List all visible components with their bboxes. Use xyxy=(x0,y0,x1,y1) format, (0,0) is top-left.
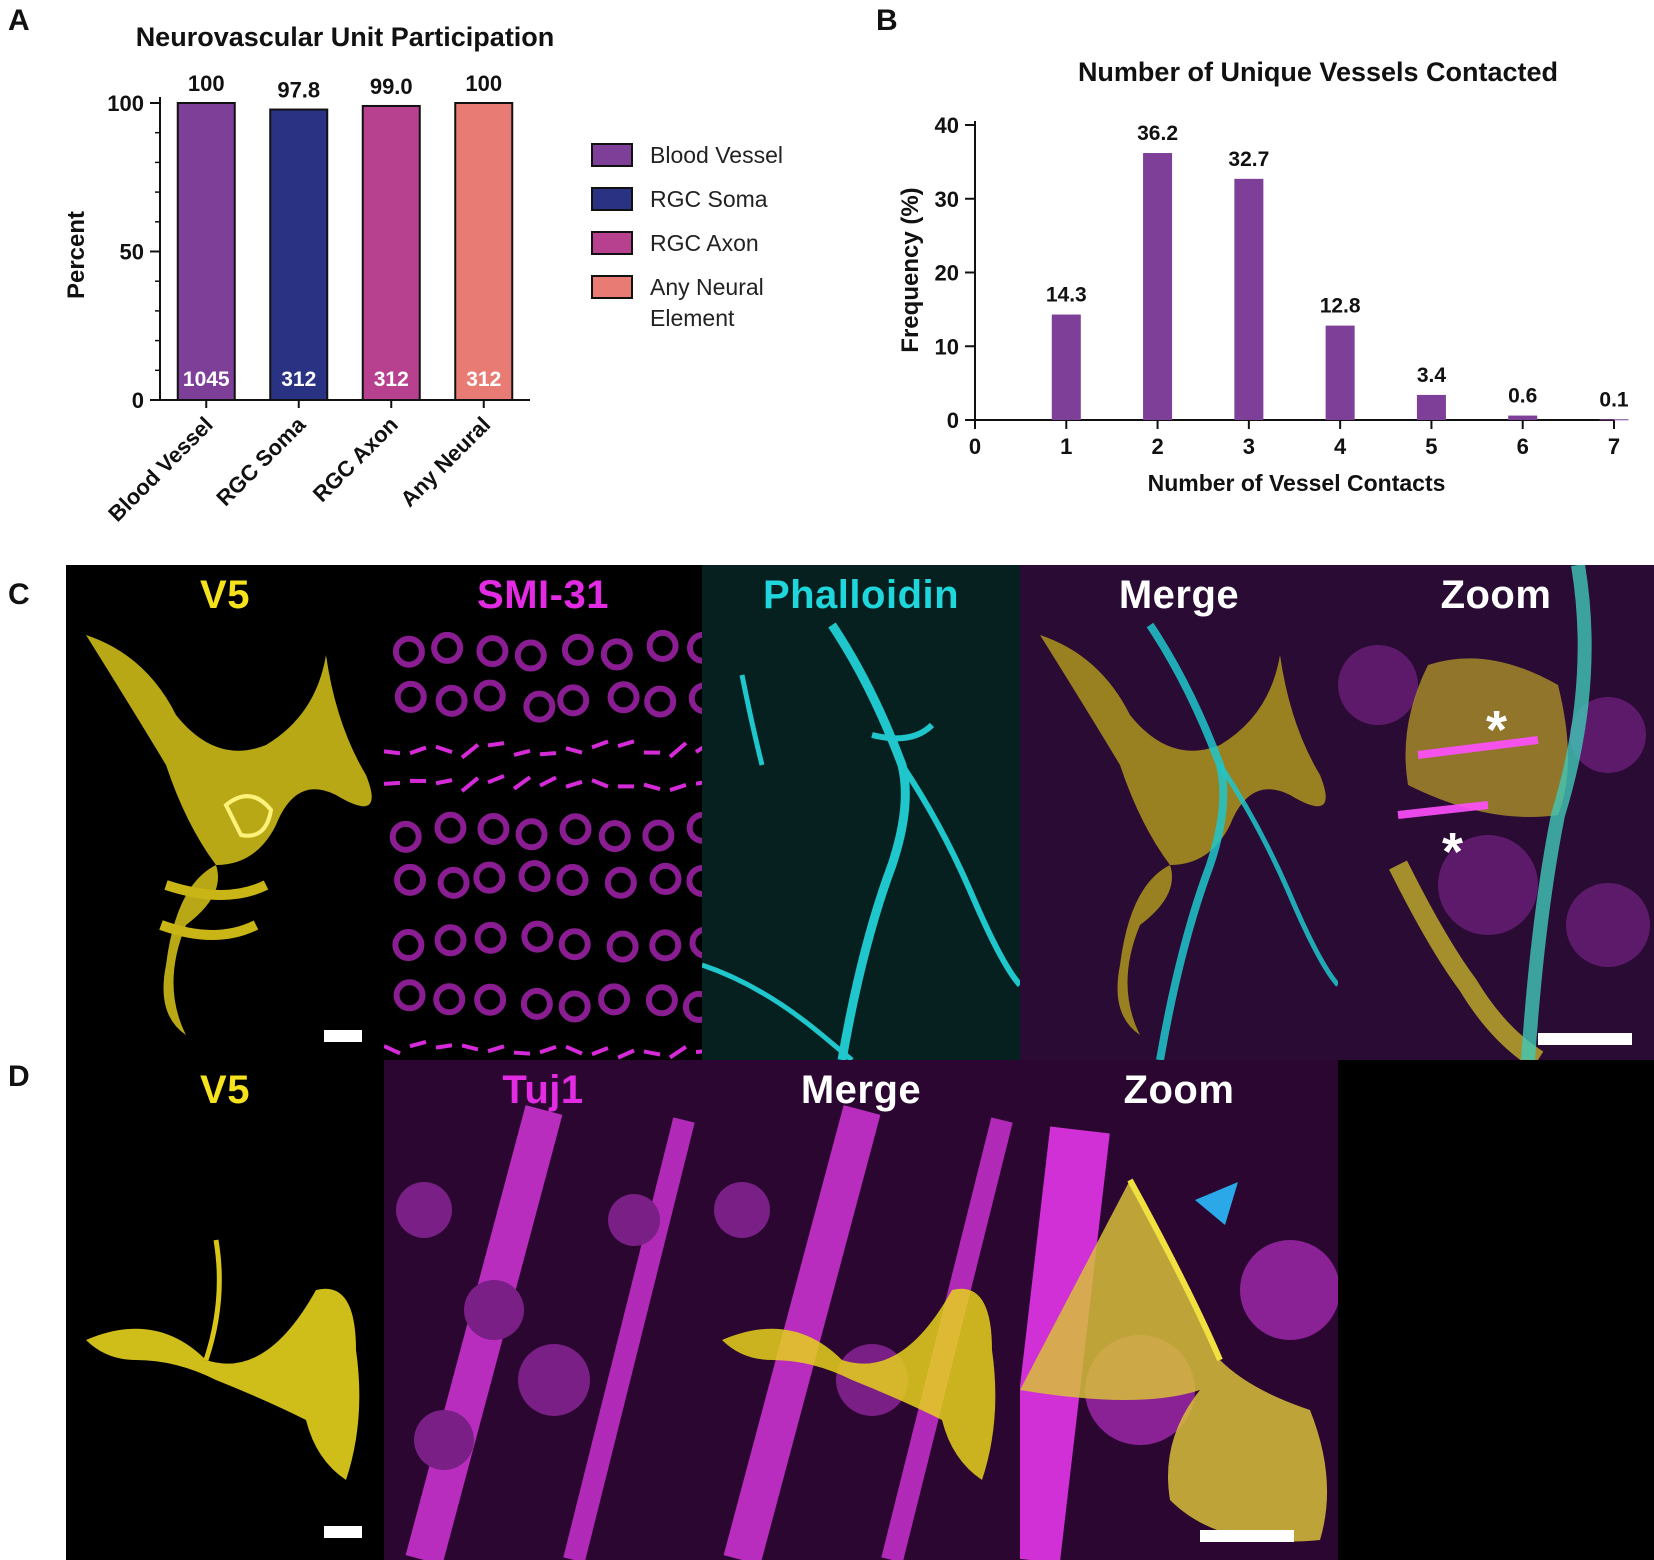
chart-a-legend-swatch xyxy=(591,143,633,167)
chart-a-legend-label: Blood Vessel xyxy=(650,142,783,168)
chart-b-value-label: 0.1 xyxy=(1599,388,1629,411)
micrograph-c-v5: V5 xyxy=(66,565,384,1060)
chart-a-bar xyxy=(176,102,236,401)
chart-b-ytick-label: 10 xyxy=(935,334,959,359)
chart-b-xtick-label: 6 xyxy=(1517,434,1529,459)
channel-label-c-v5: V5 xyxy=(200,573,250,617)
panel-letter-c: C xyxy=(8,578,30,611)
chart-a-n-label: 312 xyxy=(466,368,501,391)
micrograph-c-phalloidin: Phalloidin xyxy=(702,565,1020,1060)
chart-b-ytick-label: 20 xyxy=(935,261,959,286)
chart-b-bar xyxy=(1508,415,1538,420)
channel-label-d-merge: Merge xyxy=(800,1068,922,1112)
chart-b-bar xyxy=(1599,419,1629,421)
channel-label-c-zoom: Zoom xyxy=(1440,573,1552,617)
chart-a-ytick-label: 100 xyxy=(107,91,144,116)
micrograph-c-smi31: SMI-31 xyxy=(384,565,702,1060)
chart-b-bar xyxy=(1416,394,1446,420)
chart-a-bar xyxy=(269,108,329,401)
arrowhead-marker xyxy=(1195,1182,1238,1225)
chart-b-xtick-label: 7 xyxy=(1608,434,1620,459)
chart-a-value-label: 99.0 xyxy=(370,74,413,99)
chart-a-n-label: 312 xyxy=(374,368,409,391)
micrograph-d-merge: Merge xyxy=(702,1060,1020,1560)
chart-b-value-label: 3.4 xyxy=(1417,364,1447,387)
scale-bar-c xyxy=(324,1030,362,1042)
chart-b-value-label: 14.3 xyxy=(1046,284,1087,307)
panel-letter-d: D xyxy=(8,1060,30,1093)
chart-a-ytick-label: 0 xyxy=(132,388,144,413)
chart-b-ylabel: Frequency (%) xyxy=(897,187,924,352)
chart-b-bar xyxy=(1143,153,1173,420)
chart-b-xtick-label: 5 xyxy=(1425,434,1437,459)
chart-b-unique-vessels-contacted: Number of Unique Vessels Contacted Freque… xyxy=(897,57,1629,496)
scale-bar-c-zoom xyxy=(1538,1033,1632,1045)
micrograph-c-merge: Merge xyxy=(1020,565,1338,1060)
chart-b-ytick-label: 40 xyxy=(935,113,959,138)
chart-b-bar xyxy=(1325,325,1355,420)
chart-a-value-label: 97.8 xyxy=(277,78,320,103)
chart-b-xtick-label: 4 xyxy=(1334,434,1347,459)
channel-label-d-zoom: Zoom xyxy=(1123,1068,1235,1112)
chart-a-n-label: 1045 xyxy=(183,368,230,391)
micrograph-d-tuj1: Tuj1 xyxy=(384,1060,702,1560)
chart-b-bar xyxy=(1051,314,1081,420)
chart-a-value-label: 100 xyxy=(188,71,225,96)
chart-b-xtick-label: 2 xyxy=(1151,434,1163,459)
chart-b-value-label: 0.6 xyxy=(1508,385,1537,408)
scale-bar-d xyxy=(324,1526,362,1538)
chart-b-value-label: 32.7 xyxy=(1228,148,1269,171)
chart-b-xtick-label: 1 xyxy=(1060,434,1072,459)
chart-a-legend-swatch xyxy=(591,187,633,211)
channel-label-d-v5: V5 xyxy=(200,1068,250,1112)
asterisk-marker-2: * xyxy=(1442,822,1464,882)
channel-label-d-tuj1: Tuj1 xyxy=(502,1068,584,1112)
chart-a-legend-label: Any Neural Element xyxy=(650,274,764,331)
channel-label-c-merge: Merge xyxy=(1118,573,1240,617)
chart-b-bar xyxy=(1234,178,1264,420)
channel-label-c-smi31: SMI-31 xyxy=(477,573,609,617)
chart-b-xlabel: Number of Vessel Contacts xyxy=(1148,470,1446,496)
panel-letter-b: B xyxy=(876,4,898,37)
chart-a-neurovascular-participation: Neurovascular Unit Participation Percent 0… xyxy=(63,22,783,526)
chart-a-bar xyxy=(454,102,514,401)
scale-bar-d-zoom xyxy=(1200,1530,1294,1542)
chart-b-ytick-label: 30 xyxy=(935,187,959,212)
chart-a-ytick-label: 50 xyxy=(120,240,144,265)
chart-b-value-label: 12.8 xyxy=(1320,295,1361,318)
chart-a-title: Neurovascular Unit Participation xyxy=(136,22,555,52)
micrograph-d-zoom: Zoom xyxy=(1020,1060,1338,1560)
chart-a-n-label: 312 xyxy=(281,368,316,391)
chart-b-ytick-label: 0 xyxy=(947,408,959,433)
chart-a-legend-label: RGC Soma xyxy=(650,186,768,212)
chart-b-title: Number of Unique Vessels Contacted xyxy=(1078,57,1558,87)
chart-a-ylabel: Percent xyxy=(63,211,90,299)
chart-b-xtick-label: 3 xyxy=(1243,434,1255,459)
asterisk-marker-1: * xyxy=(1486,700,1508,760)
chart-a-legend-swatch xyxy=(591,231,633,255)
chart-a-legend-swatch xyxy=(591,275,633,299)
chart-b-xtick-label: 0 xyxy=(969,434,981,459)
micrograph-d-v5: V5 xyxy=(66,1060,384,1560)
chart-a-value-label: 100 xyxy=(465,71,502,96)
panel-letter-a: A xyxy=(8,4,30,37)
chart-b-value-label: 36.2 xyxy=(1137,122,1178,145)
channel-label-c-phalloidin: Phalloidin xyxy=(762,573,960,617)
micrograph-c-zoom: Zoom * * xyxy=(1338,565,1654,1060)
chart-a-legend-label: RGC Axon xyxy=(650,230,759,256)
